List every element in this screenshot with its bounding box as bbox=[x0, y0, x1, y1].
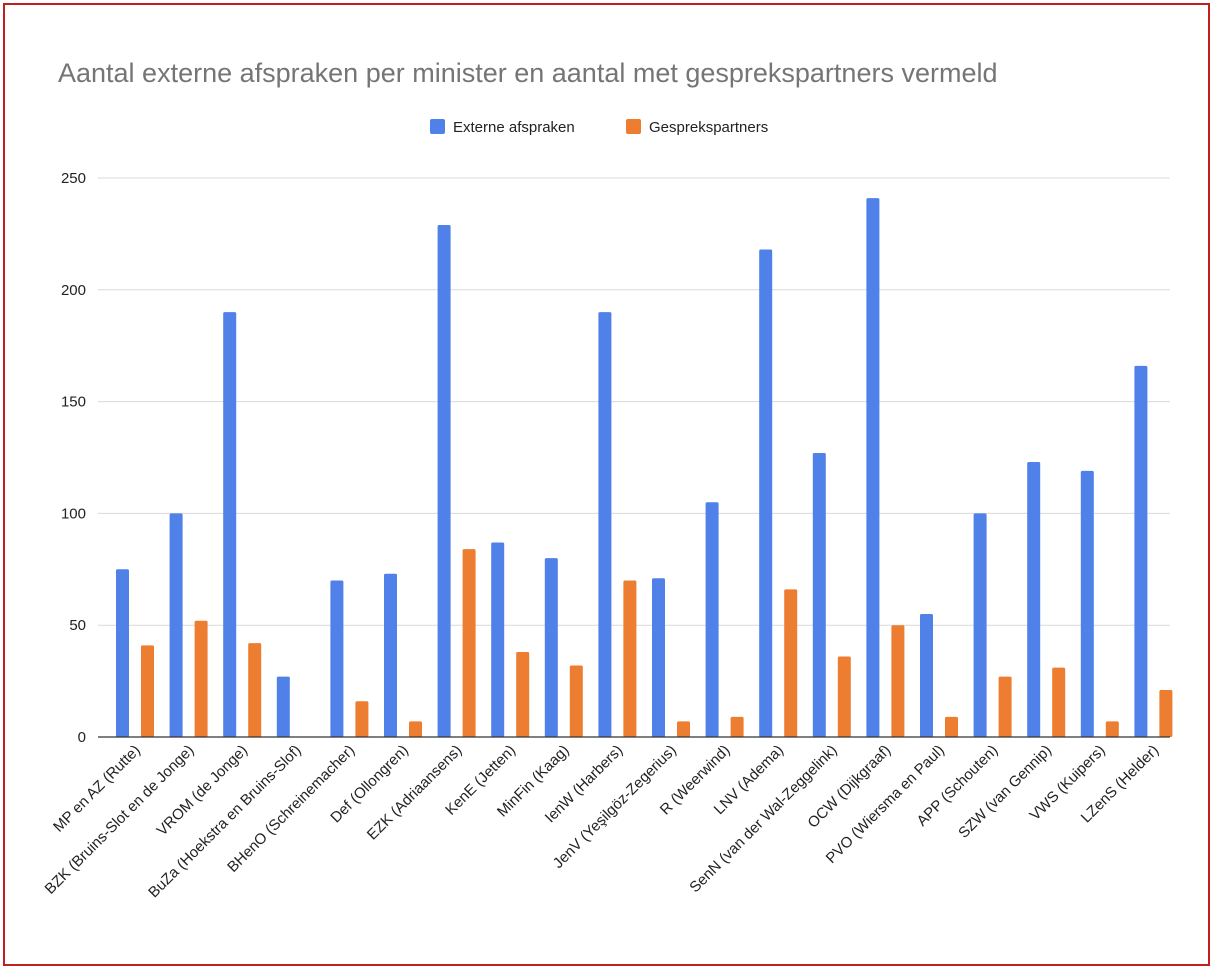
x-tick-label: VROM (de Jonge) bbox=[154, 742, 252, 840]
legend-swatch-externe-afspraken bbox=[430, 119, 445, 134]
bar-gesprekspartners bbox=[1105, 721, 1119, 737]
y-tick-label: 250 bbox=[61, 170, 86, 187]
bar-externe-afspraken bbox=[116, 569, 129, 737]
bar-externe-afspraken bbox=[1080, 470, 1094, 737]
bar-externe-afspraken bbox=[1134, 365, 1148, 737]
bar-gesprekspartners bbox=[355, 701, 369, 737]
bar-externe-afspraken bbox=[544, 558, 558, 737]
y-tick-label: 50 bbox=[69, 617, 86, 634]
bar-externe-afspraken bbox=[223, 312, 237, 737]
bar-externe-afspraken bbox=[491, 542, 505, 737]
bar-externe-afspraken bbox=[384, 573, 397, 737]
bar-externe-afspraken bbox=[598, 312, 612, 737]
y-tick-label: 150 bbox=[61, 394, 86, 411]
bar-externe-afspraken bbox=[330, 580, 344, 737]
bar-gesprekspartners bbox=[248, 643, 262, 737]
bar-gesprekspartners bbox=[998, 676, 1012, 737]
grid-lines bbox=[98, 177, 1170, 626]
bar-externe-afspraken bbox=[759, 249, 773, 737]
bar-gesprekspartners bbox=[1052, 667, 1066, 737]
legend: Externe afspraken Gesprekspartners bbox=[430, 119, 768, 136]
bar-externe-afspraken bbox=[973, 513, 987, 737]
bar-gesprekspartners bbox=[462, 549, 476, 737]
y-tick-label: 100 bbox=[61, 505, 86, 522]
bar-externe-afspraken bbox=[866, 198, 880, 737]
bar-gesprekspartners bbox=[409, 721, 422, 737]
bars bbox=[116, 198, 1173, 737]
y-tick-label: 200 bbox=[61, 282, 86, 299]
y-tick-label: 0 bbox=[78, 729, 86, 746]
bar-gesprekspartners bbox=[891, 625, 905, 737]
bar-externe-afspraken bbox=[276, 676, 290, 737]
bar-externe-afspraken bbox=[169, 513, 183, 737]
legend-swatch-gesprekspartners bbox=[626, 119, 641, 134]
bar-externe-afspraken bbox=[812, 453, 826, 737]
bar-externe-afspraken bbox=[705, 502, 719, 737]
bar-gesprekspartners bbox=[623, 580, 637, 737]
bar-gesprekspartners bbox=[677, 721, 690, 737]
bar-externe-afspraken bbox=[1027, 461, 1041, 737]
bar-gesprekspartners bbox=[1159, 690, 1173, 737]
y-axis-ticks: 0 50 100 150 200 250 bbox=[61, 170, 86, 746]
bar-gesprekspartners bbox=[945, 716, 958, 737]
legend-label-externe-afspraken: Externe afspraken bbox=[453, 119, 575, 136]
bar-gesprekspartners bbox=[141, 645, 154, 737]
bar-gesprekspartners bbox=[516, 652, 530, 737]
bar-gesprekspartners bbox=[194, 620, 208, 737]
bar-externe-afspraken bbox=[652, 578, 665, 737]
chart-title: Aantal externe afspraken per minister en… bbox=[58, 58, 997, 88]
x-axis-ticks: MP en AZ (Rutte)BZK (Bruins-Slot en de J… bbox=[42, 742, 1163, 901]
bar-externe-afspraken bbox=[920, 614, 933, 737]
bar-gesprekspartners bbox=[569, 665, 583, 737]
x-tick-label: MP en AZ (Rutte) bbox=[50, 742, 144, 836]
legend-label-gesprekspartners: Gesprekspartners bbox=[649, 119, 768, 136]
bar-externe-afspraken bbox=[437, 224, 451, 737]
x-tick-label: SZW (van Gennip) bbox=[955, 742, 1055, 842]
bar-gesprekspartners bbox=[837, 656, 851, 737]
bar-gesprekspartners bbox=[730, 716, 744, 737]
bar-gesprekspartners bbox=[784, 589, 798, 737]
x-tick-label: EZK (Adriaansens) bbox=[364, 742, 466, 844]
